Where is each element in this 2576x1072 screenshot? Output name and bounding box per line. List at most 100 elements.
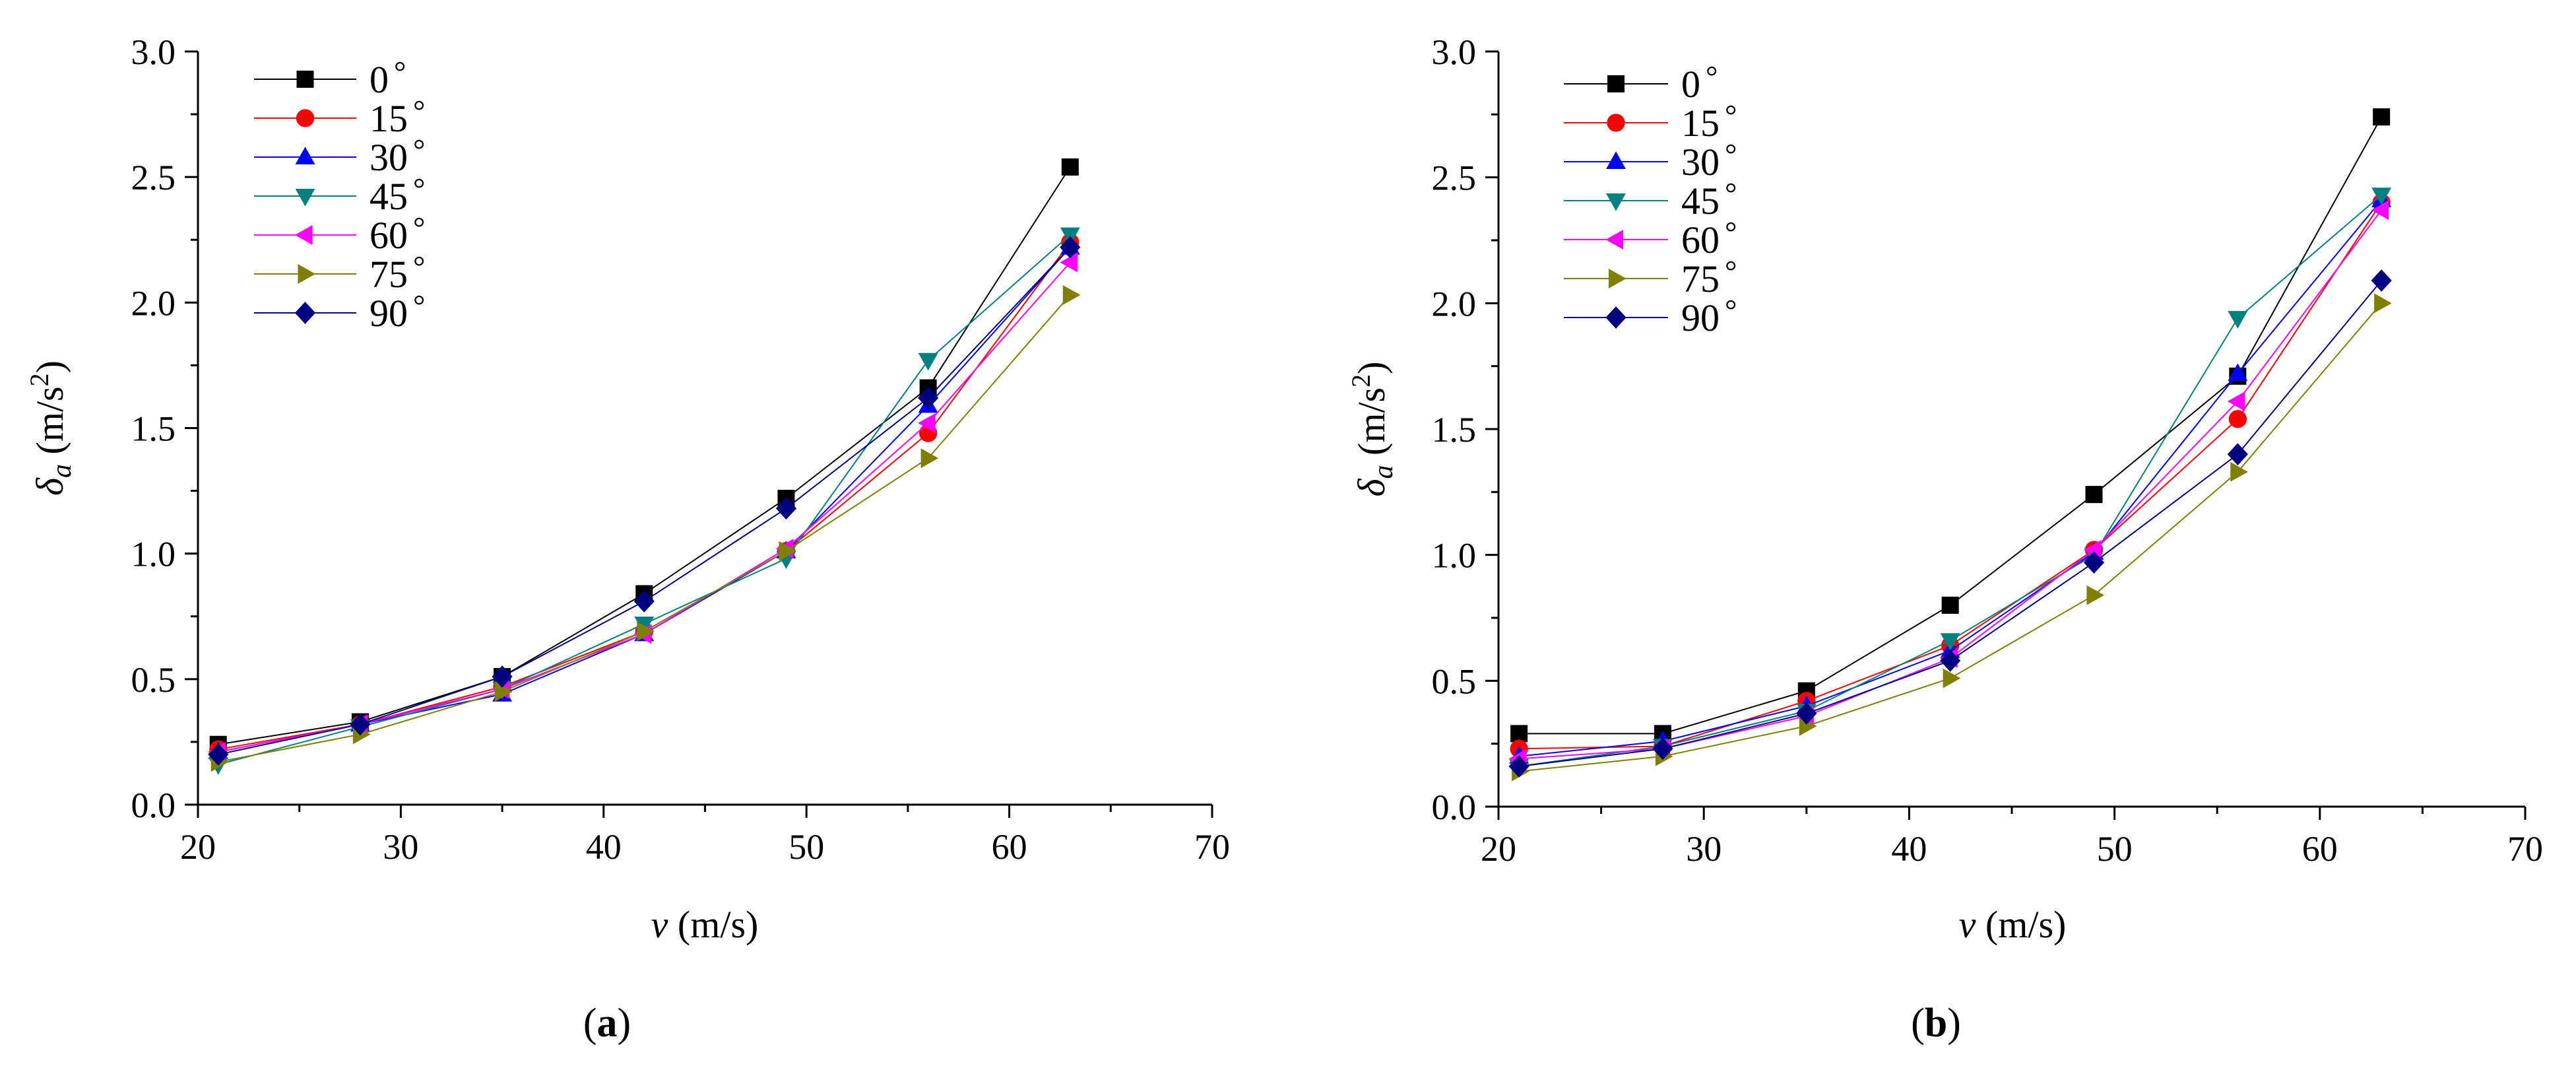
series-15-deg (209, 233, 1079, 758)
legend-item: 15 ° (1564, 98, 1737, 145)
legend-item: 75 ° (254, 250, 425, 296)
data-point (2086, 585, 2105, 605)
legend-label: 75 ° (370, 250, 425, 296)
data-point (2373, 108, 2391, 126)
y-tick-label: 2.5 (1432, 158, 1477, 198)
y-tick-label: 3.0 (131, 32, 176, 72)
legend-marker (295, 147, 315, 165)
y-tick-label: 1.5 (131, 409, 176, 449)
series-75-deg (1512, 293, 2392, 782)
legend-item: 45 ° (1564, 176, 1737, 222)
legend-marker (294, 225, 313, 245)
legend-marker (1607, 75, 1625, 92)
series-line (218, 242, 1071, 751)
series-line (1519, 302, 2382, 772)
data-point (208, 743, 229, 766)
legend: 0 °15 °30 °45 °60 °75 °90 ° (254, 55, 425, 335)
x-tick-label: 70 (1194, 827, 1230, 867)
y-tick-label: 2.5 (131, 158, 176, 197)
panel-label: (a) (583, 1001, 631, 1046)
data-point (2371, 269, 2392, 292)
series-0-deg (209, 158, 1079, 753)
x-tick-label: 70 (2507, 829, 2543, 869)
data-point (1510, 725, 1528, 743)
y-tick-label: 0.0 (1432, 787, 1477, 827)
chart-panel-b: 20 30 40 50 60 70 0.0 0.5 1.0 1.5 2.0 2.5 3.0 0 °15 °30… (1346, 32, 2543, 1046)
series-90-deg (208, 236, 1081, 766)
y-tick-label: 2.0 (1432, 284, 1477, 323)
y-tick-label: 1.5 (1432, 410, 1477, 450)
chart-panel-a: 20 30 40 50 60 70 0.0 0.5 1.0 1.5 2.0 2.5 3.0 0 °15 °30… (24, 32, 1230, 1046)
data-point (1940, 649, 1961, 672)
legend-item: 60 ° (1564, 215, 1737, 261)
legend-label: 90 ° (370, 288, 425, 335)
y-tick-label: 2.0 (131, 283, 176, 323)
data-point (2228, 311, 2248, 329)
series-line (1518, 280, 2382, 767)
data-point (637, 621, 655, 642)
x-tick-label: 60 (992, 827, 1027, 867)
data-point (2228, 363, 2248, 382)
data-point (1060, 252, 1078, 273)
series-30-deg (208, 237, 1080, 760)
data-point (918, 413, 936, 433)
y-axis-title: δa (m/s2) (1346, 362, 1399, 497)
data-point (2230, 461, 2248, 482)
legend-marker (1606, 193, 1626, 211)
x-tick-label: 20 (180, 827, 216, 867)
y-tick-label: 1.0 (131, 535, 176, 574)
x-tick-label: 30 (1686, 829, 1722, 869)
x-tick-label: 60 (2302, 829, 2338, 869)
x-axis-title: v (m/s) (651, 903, 759, 946)
data-point (350, 713, 371, 736)
legend-marker (1608, 269, 1626, 288)
x-tick-label: 40 (586, 827, 622, 867)
legend-item: 90 ° (254, 288, 425, 335)
data-point (920, 448, 939, 469)
data-point (2371, 187, 2392, 205)
legend-label: 75 ° (1681, 254, 1737, 300)
y-tick-label: 0.0 (131, 786, 176, 825)
legend-item: 0 ° (254, 55, 406, 101)
legend-label: 45 ° (1681, 176, 1737, 222)
data-point (634, 617, 655, 634)
series-60-deg (208, 252, 1078, 762)
legend-item: 30 ° (1564, 137, 1737, 184)
data-point (2083, 551, 2105, 574)
legend-label: 0 ° (370, 55, 406, 101)
legend-label: 45 ° (370, 172, 425, 218)
legend-item: 45 ° (254, 172, 425, 218)
series-75-deg (210, 285, 1081, 772)
data-point (2227, 443, 2248, 466)
series-line (218, 261, 1071, 753)
data-point (775, 497, 797, 520)
legend-marker (296, 71, 314, 88)
data-point (1943, 668, 1961, 688)
data-point (633, 590, 655, 613)
data-point (1940, 633, 1960, 651)
data-point (492, 665, 513, 688)
legend-marker (295, 188, 315, 207)
legend-item: 15 ° (254, 94, 425, 140)
x-tick-label: 30 (383, 827, 418, 867)
x-tick-label: 50 (789, 827, 824, 867)
data-point (2228, 410, 2247, 428)
data-point (495, 681, 513, 702)
data-point (2374, 293, 2392, 314)
legend-label: 60 ° (370, 211, 425, 257)
x-tick-label: 40 (1891, 829, 1927, 869)
y-tick-label: 1.0 (1432, 536, 1477, 576)
legend-label: 15 ° (1681, 98, 1737, 145)
legend-marker (298, 264, 316, 284)
series-line (218, 234, 1071, 766)
legend-marker (1607, 114, 1625, 132)
legend-item: 75 ° (1564, 254, 1737, 300)
data-point (2227, 391, 2245, 412)
legend-item: 0 ° (1564, 59, 1718, 106)
data-point (2371, 200, 2389, 220)
data-point (2085, 486, 2103, 504)
y-tick-label: 0.5 (1432, 661, 1477, 701)
legend-marker (294, 302, 316, 324)
legend-marker (1605, 230, 1624, 250)
